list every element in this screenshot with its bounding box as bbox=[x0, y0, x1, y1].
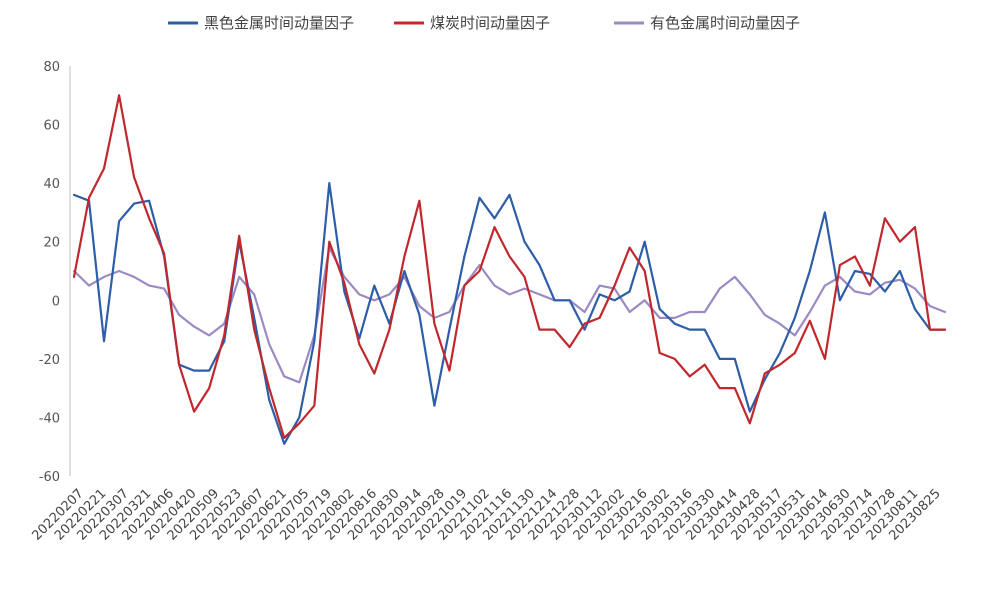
legend-item-ferrous: 黑色金属时间动量因子 bbox=[168, 14, 354, 32]
legend-label: 有色金属时间动量因子 bbox=[650, 14, 800, 32]
series-layer bbox=[72, 94, 947, 445]
y-tick-label: 20 bbox=[43, 236, 60, 251]
legend-label: 黑色金属时间动量因子 bbox=[204, 14, 354, 32]
legend-item-coal: 煤炭时间动量因子 bbox=[394, 14, 550, 32]
y-axis: 80 60 40 20 0 -20 -40 -60 bbox=[39, 60, 71, 485]
y-tick-label: 0 bbox=[52, 294, 60, 309]
series-line-ferrous bbox=[72, 182, 947, 445]
y-tick-label: 40 bbox=[43, 177, 60, 192]
y-tick-label: -60 bbox=[39, 470, 60, 485]
y-tick-label: -40 bbox=[39, 411, 60, 426]
series-line-nonferrous bbox=[72, 246, 947, 384]
series-line-coal bbox=[72, 94, 947, 439]
legend: 黑色金属时间动量因子 煤炭时间动量因子 有色金属时间动量因子 bbox=[168, 14, 800, 32]
y-tick-label: 60 bbox=[43, 119, 60, 134]
legend-label: 煤炭时间动量因子 bbox=[430, 14, 550, 32]
y-tick-label: 80 bbox=[43, 60, 60, 75]
legend-item-nonferrous: 有色金属时间动量因子 bbox=[614, 14, 800, 32]
x-axis: 2022020720220221202203072022032120220406… bbox=[29, 486, 943, 543]
y-tick-label: -20 bbox=[39, 353, 60, 368]
